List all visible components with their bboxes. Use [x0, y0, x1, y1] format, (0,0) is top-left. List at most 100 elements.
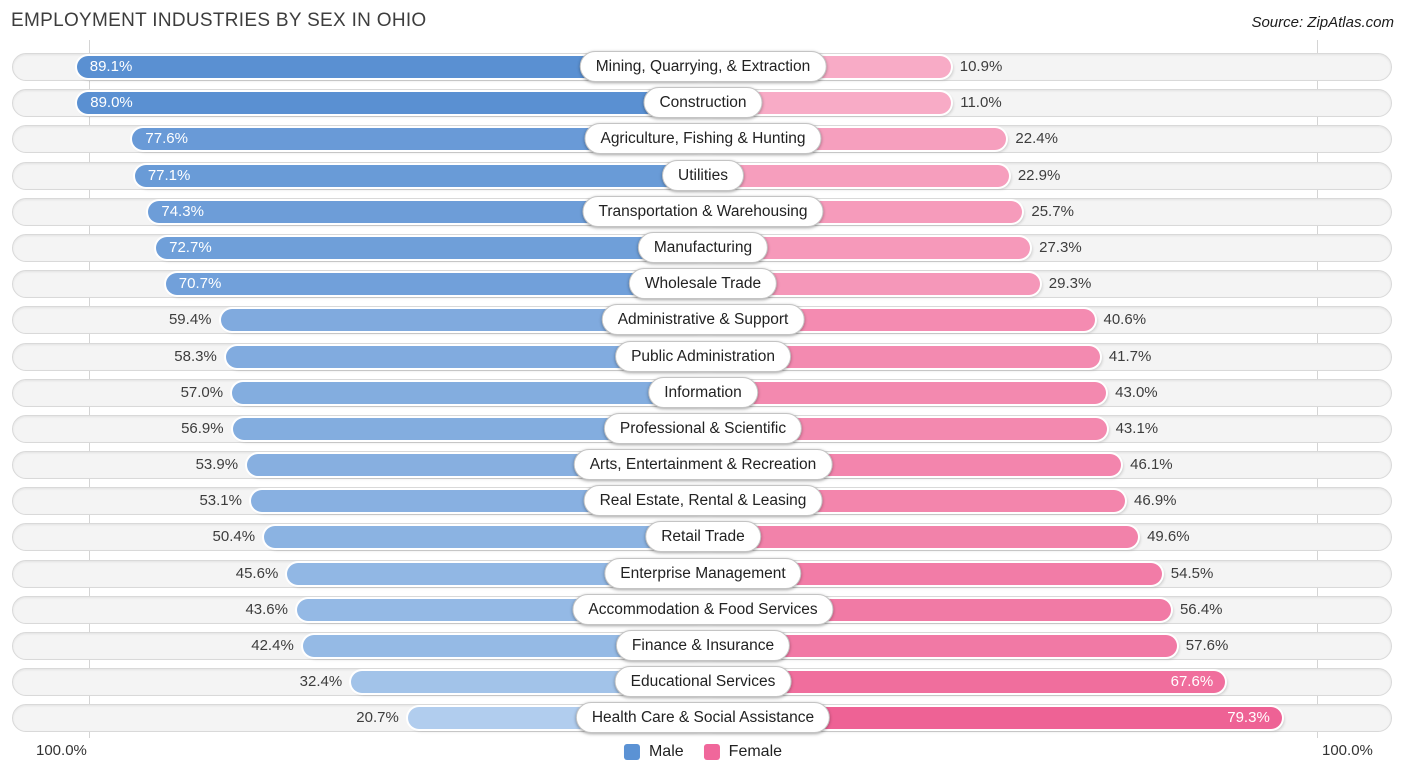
female-value-label: 10.9% [959, 58, 1003, 75]
category-label: Agriculture, Fishing & Hunting [584, 123, 822, 155]
chart-row: 89.0% 11.0% Construction [12, 87, 1392, 119]
chart-row: 77.6% 22.4% Agriculture, Fishing & Hunti… [12, 123, 1392, 155]
legend-male-swatch [623, 744, 640, 760]
male-value-label: 56.9% [181, 419, 224, 437]
legend-male-label: Male [648, 743, 684, 760]
axis-label-right: 100.0% [1322, 742, 1373, 759]
female-value-label: 43.1% [1115, 419, 1159, 437]
male-value-label: 50.4% [212, 528, 256, 546]
male-value-label: 20.7% [356, 709, 399, 727]
male-bar [232, 381, 703, 404]
chart-row: 50.4% 49.6% Retail Trade [12, 521, 1392, 553]
male-value-label: 77.6% [145, 130, 188, 148]
female-value-label: 54.5% [1170, 564, 1214, 582]
chart-row: 59.4% 40.6% Administrative & Support [12, 304, 1392, 336]
male-bar [165, 273, 703, 296]
chart-row: 43.6% 56.4% Accommodation & Food Service… [12, 593, 1392, 625]
male-value-label: 89.1% [89, 58, 133, 75]
chart-row: 77.1% 22.9% Utilities [12, 159, 1392, 191]
category-label: Health Care & Social Assistance [575, 702, 831, 734]
female-value-label: 25.7% [1031, 202, 1074, 220]
female-bar [703, 236, 1031, 259]
male-value-label: 32.4% [299, 673, 343, 691]
chart-row: 89.1% 10.9% Mining, Quarrying, & Extract… [12, 51, 1392, 82]
chart-row: 70.7% 29.3% Wholesale Trade [12, 268, 1392, 300]
axis-label-left: 100.0% [36, 742, 87, 759]
female-value-label: 46.9% [1133, 492, 1177, 510]
chart-row: 72.7% 27.3% Manufacturing [12, 231, 1392, 263]
chart-row: 45.6% 54.5% Enterprise Management [12, 557, 1392, 589]
female-value-label: 57.6% [1185, 637, 1229, 654]
male-value-label: 70.7% [178, 275, 222, 293]
category-label: Professional & Scientific [603, 412, 803, 444]
female-bar [703, 273, 1040, 296]
category-label: Information [648, 376, 758, 408]
male-value-label: 42.4% [251, 637, 294, 654]
diverging-bar-chart: 89.1% 10.9% Mining, Quarrying, & Extract… [12, 51, 1392, 734]
category-label: Finance & Insurance [615, 630, 791, 661]
female-value-label: 11.0% [960, 94, 1002, 112]
female-bar [703, 417, 1107, 440]
chart-row: 58.3% 41.7% Public Administration [12, 340, 1392, 372]
female-value-label: 67.6% [1170, 673, 1214, 691]
male-bar [302, 635, 703, 657]
female-bar [703, 92, 952, 115]
female-value-label: 40.6% [1103, 311, 1147, 329]
female-bar [703, 381, 1107, 404]
male-bar [287, 562, 703, 585]
male-bar [232, 417, 703, 440]
male-value-label: 43.6% [245, 600, 288, 618]
male-bar [76, 56, 703, 78]
category-label: Enterprise Management [604, 557, 802, 589]
category-label: Administrative & Support [601, 304, 805, 336]
category-label: Arts, Entertainment & Recreation [573, 449, 833, 481]
female-bar [703, 707, 1282, 730]
male-bar [220, 309, 703, 332]
category-label: Wholesale Trade [628, 268, 778, 300]
category-label: Real Estate, Rental & Leasing [583, 485, 823, 517]
female-value-label: 41.7% [1108, 347, 1152, 365]
female-value-label: 56.4% [1179, 600, 1223, 618]
female-value-label: 79.3% [1227, 709, 1270, 727]
female-value-label: 29.3% [1048, 275, 1092, 293]
female-value-label: 43.0% [1115, 383, 1158, 401]
category-label: Construction [643, 87, 763, 119]
male-value-label: 89.0% [90, 94, 133, 112]
source-credit: Source: ZipAtlas.com [1251, 14, 1394, 31]
female-bar [703, 345, 1100, 368]
category-label: Accommodation & Food Services [572, 593, 834, 625]
category-label: Transportation & Warehousing [582, 195, 824, 227]
male-bar [77, 92, 703, 115]
chart-row: 42.4% 57.6% Finance & Insurance [12, 630, 1392, 661]
male-value-label: 45.6% [235, 564, 279, 582]
male-value-label: 58.3% [174, 347, 217, 365]
male-bar [134, 164, 703, 187]
chart-footer: 100.0% Male Female 100.0% [0, 740, 1406, 764]
female-value-label: 27.3% [1039, 238, 1082, 256]
male-value-label: 72.7% [169, 238, 212, 256]
female-value-label: 46.1% [1130, 456, 1173, 474]
male-value-label: 53.1% [199, 492, 242, 510]
male-value-label: 74.3% [161, 202, 204, 220]
category-label: Educational Services [614, 666, 792, 698]
female-value-label: 49.6% [1147, 528, 1190, 546]
chart-row: 32.4% 67.6% Educational Services [12, 666, 1392, 698]
male-bar [156, 236, 703, 259]
legend-female-label: Female [728, 743, 783, 760]
chart-row: 53.9% 46.1% Arts, Entertainment & Recrea… [12, 449, 1392, 481]
category-label: Mining, Quarrying, & Extraction [579, 51, 827, 82]
female-bar [703, 562, 1162, 585]
chart-row: 53.1% 46.9% Real Estate, Rental & Leasin… [12, 485, 1392, 517]
male-bar [148, 200, 703, 223]
female-bar [703, 526, 1139, 549]
legend: Male Female [623, 740, 783, 764]
female-value-label: 22.4% [1015, 130, 1058, 148]
male-bar [132, 128, 703, 151]
chart-row: 74.3% 25.7% Transportation & Warehousing [12, 195, 1392, 227]
category-label: Public Administration [615, 340, 791, 372]
male-value-label: 53.9% [195, 456, 239, 474]
female-value-label: 22.9% [1017, 166, 1061, 184]
male-value-label: 59.4% [168, 311, 212, 329]
category-label: Manufacturing [637, 231, 769, 263]
